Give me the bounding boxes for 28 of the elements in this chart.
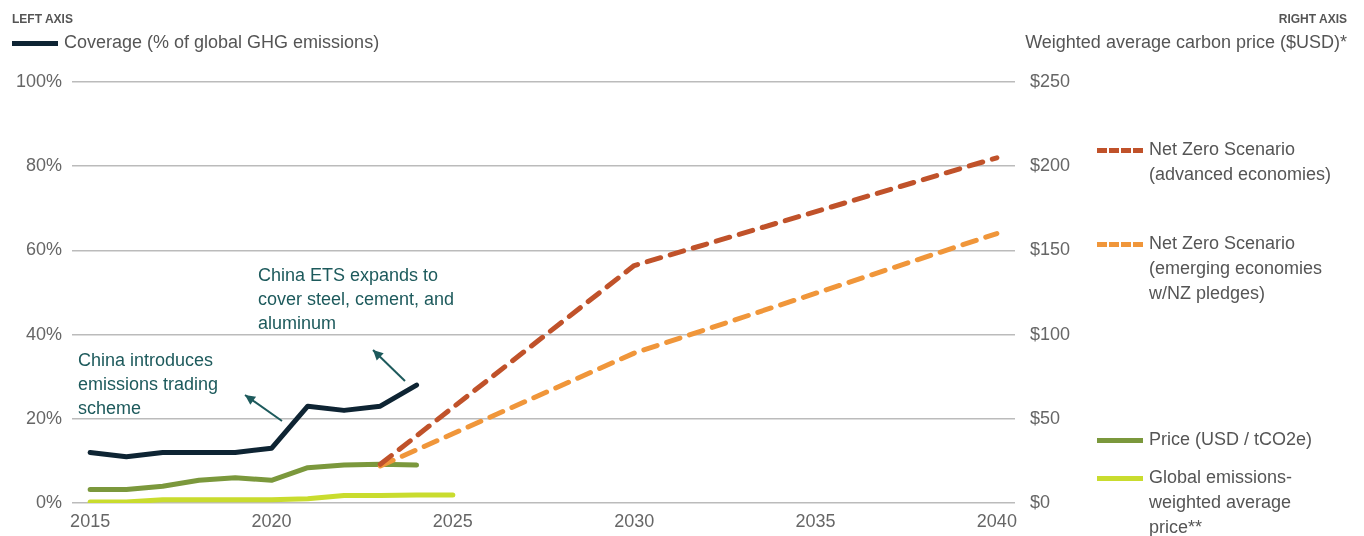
x-tick-label: 2040 bbox=[976, 510, 1017, 531]
y2-tick-label: $0 bbox=[1030, 491, 1051, 512]
legend-label: Net Zero Scenario (emerging economies w/NZ pledges) bbox=[1149, 232, 1324, 305]
y-tick-label: 20% bbox=[25, 407, 62, 428]
y2-axis-title: Weighted average carbon price ($USD)* bbox=[1025, 31, 1347, 54]
x-tick-label: 2025 bbox=[432, 510, 473, 531]
y-tick-label: 0% bbox=[35, 491, 62, 512]
x-tick-label: 2035 bbox=[795, 510, 836, 531]
y-tick-label: 80% bbox=[25, 155, 62, 176]
legend-label: Net Zero Scenario (advanced economies) bbox=[1149, 138, 1333, 186]
x-tick-label: 2015 bbox=[70, 510, 111, 531]
y-tick-label: 100% bbox=[15, 70, 62, 91]
x-tick-label: 2020 bbox=[251, 510, 292, 531]
y-tick-label: 60% bbox=[25, 239, 62, 260]
text: RIGHT AXIS bbox=[1278, 12, 1347, 26]
annotation: China ETS expands to cover steel, cement, and aluminum bbox=[258, 264, 456, 335]
legend-label: Price (USD / tCO2e) bbox=[1149, 428, 1314, 451]
text: LEFT AXIS bbox=[12, 12, 73, 26]
x-tick-label: 2030 bbox=[614, 510, 655, 531]
legend-label: Coverage (% of global GHG emissions) bbox=[64, 31, 380, 54]
y2-tick-label: $250 bbox=[1030, 70, 1071, 91]
y2-tick-label: $100 bbox=[1030, 323, 1071, 344]
legend-label: Global emissions-weighted average price** bbox=[1149, 466, 1294, 536]
annotation: China introduces emissions trading scheme bbox=[78, 349, 220, 420]
y2-tick-label: $150 bbox=[1030, 239, 1071, 260]
y2-tick-label: $50 bbox=[1030, 407, 1061, 428]
y-tick-label: 40% bbox=[25, 323, 62, 344]
y2-tick-label: $200 bbox=[1030, 155, 1071, 176]
